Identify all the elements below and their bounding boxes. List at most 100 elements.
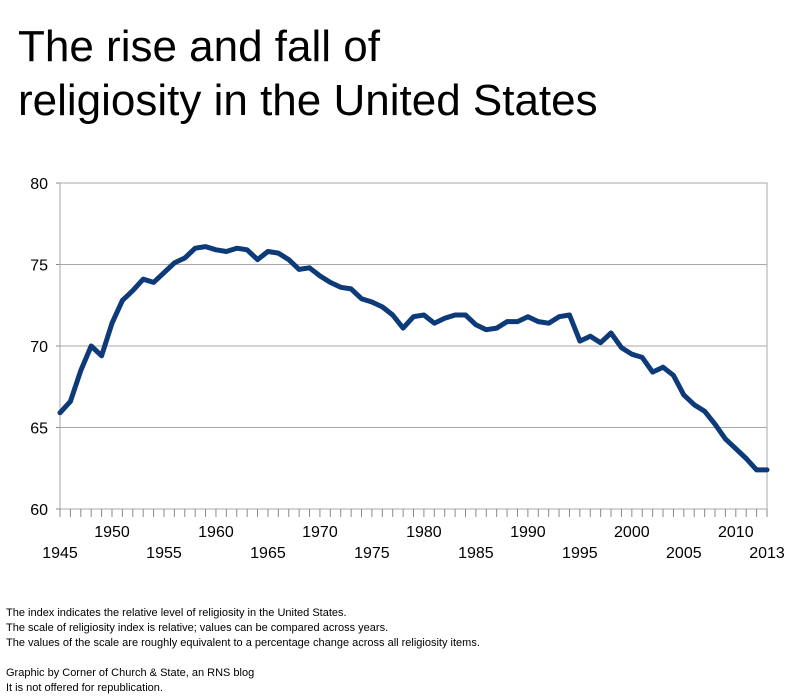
data-point xyxy=(515,319,520,324)
data-point xyxy=(411,314,416,319)
x-tick-label: 2005 xyxy=(666,545,702,562)
data-point xyxy=(244,247,250,253)
data-point xyxy=(432,320,437,326)
data-point xyxy=(109,320,115,326)
data-point xyxy=(660,364,666,370)
data-point xyxy=(577,338,583,344)
chart-notes: The index indicates the relative level o… xyxy=(6,606,480,696)
data-point xyxy=(317,273,323,279)
data-point xyxy=(442,316,447,321)
data-point xyxy=(546,320,551,326)
data-point xyxy=(640,355,645,360)
credit-line: It is not offered for republication. xyxy=(6,682,163,694)
data-point xyxy=(296,267,302,272)
data-point xyxy=(463,312,468,318)
x-tick-label: 1965 xyxy=(250,545,286,562)
data-point xyxy=(681,392,687,398)
data-point xyxy=(484,327,489,332)
data-point xyxy=(608,330,614,336)
data-point xyxy=(744,456,749,461)
data-point xyxy=(213,247,219,253)
data-point xyxy=(619,345,624,350)
x-tick-label: 1990 xyxy=(510,524,546,541)
data-point xyxy=(390,312,395,318)
x-tick-label: 1970 xyxy=(302,524,338,541)
x-tick-label: 1960 xyxy=(198,524,234,541)
data-point xyxy=(99,353,104,358)
data-point xyxy=(702,409,707,414)
x-tick-label: 2010 xyxy=(718,524,754,541)
data-point xyxy=(671,373,676,378)
data-point xyxy=(328,280,333,285)
data-point xyxy=(234,246,239,251)
x-tick-label: 1975 xyxy=(354,545,390,562)
data-point xyxy=(598,340,603,345)
data-point xyxy=(650,369,655,375)
y-tick-label: 60 xyxy=(30,502,48,519)
data-point xyxy=(359,296,364,301)
chart-title-line-2: religiosity in the United States xyxy=(18,76,598,125)
data-point xyxy=(192,246,198,251)
x-tick-label: 2013 xyxy=(749,545,785,562)
x-tick-label: 1980 xyxy=(406,524,442,541)
data-point xyxy=(57,410,63,416)
series-line xyxy=(57,244,770,473)
x-tick-label: 1985 xyxy=(458,545,494,562)
data-point xyxy=(88,343,94,349)
data-point xyxy=(494,325,499,331)
data-point xyxy=(556,314,562,319)
data-point xyxy=(286,257,291,262)
data-point xyxy=(380,304,385,310)
data-point xyxy=(120,298,125,303)
note-line: The scale of religiosity index is relati… xyxy=(6,622,389,634)
data-point xyxy=(692,402,697,407)
data-point xyxy=(629,351,635,357)
data-point xyxy=(182,255,187,261)
data-point xyxy=(764,467,770,473)
data-point xyxy=(151,280,156,285)
chart-title: The rise and fall of religiosity in the … xyxy=(18,20,778,128)
x-tick-label: 2000 xyxy=(614,524,650,541)
data-point xyxy=(276,250,281,256)
chart-title-line-1: The rise and fall of xyxy=(18,22,380,71)
x-tick-label: 1945 xyxy=(42,545,78,562)
x-tick-label: 1950 xyxy=(94,524,130,541)
data-point xyxy=(536,319,541,324)
data-point xyxy=(203,244,208,249)
data-point xyxy=(567,312,572,318)
data-point xyxy=(338,285,343,290)
data-point xyxy=(588,334,593,339)
data-point xyxy=(307,265,312,270)
note-line: The values of the scale are roughly equi… xyxy=(6,637,480,649)
x-tick-label: 1955 xyxy=(146,545,182,562)
data-point xyxy=(733,446,739,451)
credit-line: Graphic by Corner of Church & State, an … xyxy=(6,667,255,679)
line-chart: 60 65 70 75 80 1950 1960 1970 1980 1990 2000 2010 19… xyxy=(30,176,785,562)
data-point xyxy=(130,288,135,293)
data-point xyxy=(224,249,229,254)
data-point xyxy=(78,368,83,373)
x-tick-label: 1995 xyxy=(562,545,598,562)
data-point xyxy=(161,270,167,275)
data-point xyxy=(452,312,458,318)
y-tick-label: 70 xyxy=(30,339,48,356)
data-point xyxy=(504,319,510,324)
data-point xyxy=(712,422,718,427)
data-point xyxy=(473,322,479,328)
data-point xyxy=(400,325,406,331)
y-tick-label: 80 xyxy=(30,176,48,193)
y-tick-label: 65 xyxy=(30,421,48,438)
data-point xyxy=(421,312,427,318)
data-point xyxy=(369,299,375,305)
data-point xyxy=(172,260,177,266)
note-line: The index indicates the relative level o… xyxy=(6,607,347,619)
data-point xyxy=(723,436,728,442)
data-point xyxy=(525,314,531,319)
y-tick-label: 75 xyxy=(30,258,48,275)
data-point xyxy=(348,286,354,292)
data-point xyxy=(255,257,260,262)
data-point xyxy=(68,399,73,404)
data-point xyxy=(140,276,146,282)
data-point xyxy=(265,249,271,254)
data-point xyxy=(754,467,759,473)
